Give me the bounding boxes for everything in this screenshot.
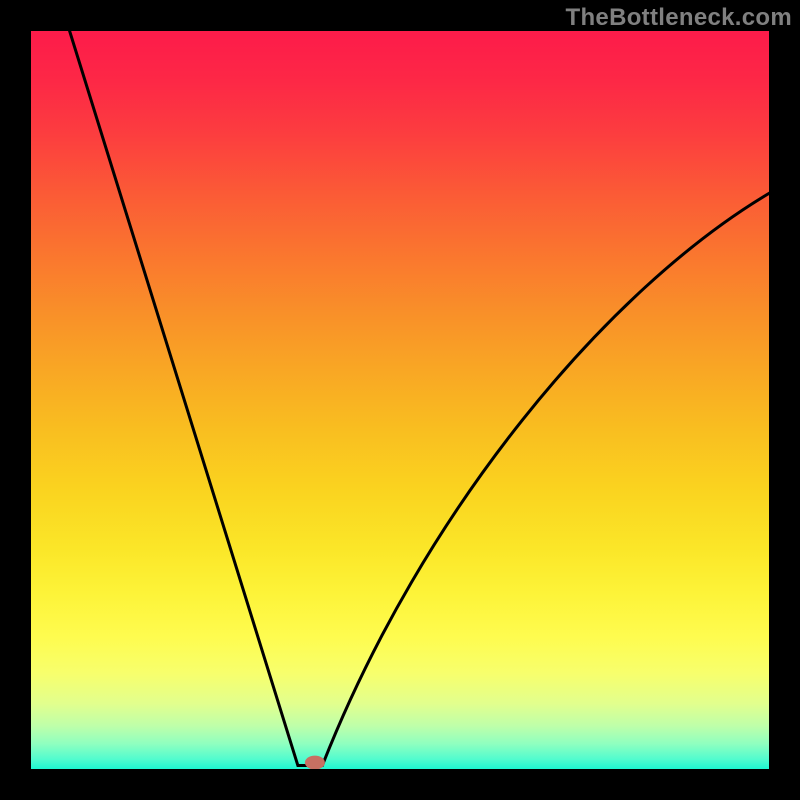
bottleneck-plot	[0, 0, 800, 800]
chart-container: TheBottleneck.com	[0, 0, 800, 800]
plot-background-gradient	[30, 30, 770, 770]
watermark-text: TheBottleneck.com	[566, 4, 792, 32]
ideal-point-marker	[305, 756, 325, 770]
